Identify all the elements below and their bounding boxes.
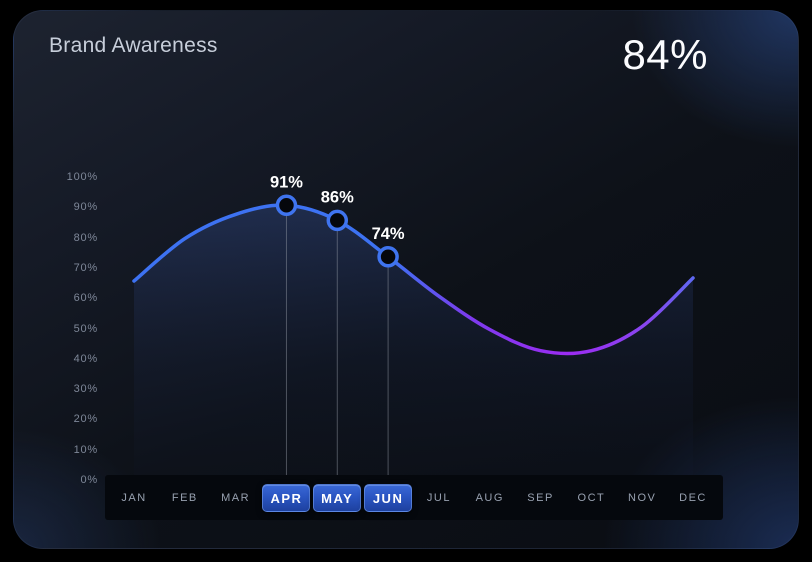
y-tick-label: 80% <box>73 231 98 244</box>
y-tick-label: 30% <box>73 383 98 396</box>
month-button-JUN[interactable]: JUN <box>364 484 413 512</box>
headline-value: 84% <box>622 31 708 78</box>
month-label-OCT[interactable]: OCT <box>577 492 606 504</box>
month-label-FEB[interactable]: FEB <box>171 492 198 504</box>
point-label-APR: 91% <box>270 173 303 191</box>
data-point-JUN[interactable] <box>377 246 399 268</box>
month-axis <box>105 475 723 520</box>
y-tick-label: 100% <box>66 171 98 183</box>
y-tick-label: 60% <box>73 292 98 305</box>
y-tick-label: 70% <box>73 261 98 274</box>
point-label-MAY: 86% <box>321 188 354 206</box>
month-label-DEC[interactable]: DEC <box>679 492 707 504</box>
month-label-MAR[interactable]: MAR <box>221 492 251 504</box>
y-tick-label: 20% <box>73 413 98 426</box>
point-label-JUN: 74% <box>372 225 405 243</box>
trend-line <box>132 203 695 356</box>
month-label-NOV[interactable]: NOV <box>628 492 657 504</box>
month-label-JAN[interactable]: JAN <box>121 492 147 504</box>
month-button-APR[interactable]: APR <box>262 484 311 512</box>
y-tick-label: 50% <box>73 322 98 335</box>
page-title: Brand Awareness <box>49 34 218 57</box>
data-point-APR[interactable] <box>275 194 298 217</box>
y-tick-label: 40% <box>73 352 98 365</box>
month-label-SEP[interactable]: SEP <box>527 492 554 504</box>
area-fill <box>134 205 693 476</box>
y-tick-label: 0% <box>80 474 98 486</box>
month-label-AUG[interactable]: AUG <box>475 492 504 504</box>
data-point-MAY[interactable] <box>326 209 349 232</box>
y-tick-label: 90% <box>73 201 98 214</box>
month-label-JUL[interactable]: JUL <box>426 492 451 504</box>
y-tick-label: 10% <box>73 443 98 456</box>
month-button-MAY[interactable]: MAY <box>313 484 362 512</box>
